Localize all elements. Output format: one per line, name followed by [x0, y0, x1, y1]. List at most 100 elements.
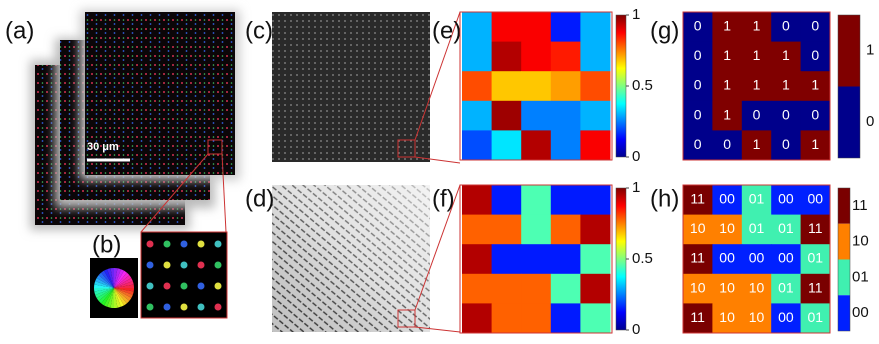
dot-grid [146, 240, 222, 311]
colorbar-label: 0.5 [632, 250, 653, 267]
map-cell-label: 01 [749, 220, 765, 236]
heatmap-cell [491, 214, 522, 245]
heatmap-cell [521, 100, 552, 131]
map-cell-label: 01 [778, 279, 794, 295]
colorbar [615, 14, 627, 158]
image-c [272, 12, 430, 162]
map-cell-label: 10 [749, 309, 765, 325]
heatmap-cell [462, 273, 493, 304]
heatmap-cell [550, 185, 581, 216]
heatmap-cell [550, 100, 581, 131]
map-cell [771, 41, 802, 72]
zoom-lines [414, 11, 461, 333]
map-cell-label: 11 [690, 309, 705, 325]
wheel-wedge [107, 268, 114, 288]
heatmap-cell [491, 130, 522, 161]
map-cell-label: 10 [719, 309, 735, 325]
map-cell [800, 214, 831, 245]
wheel-wedge [114, 268, 118, 288]
map-cell-label: 00 [778, 309, 794, 325]
map-border [682, 11, 831, 161]
map-cell-label: 00 [749, 250, 765, 266]
map-cell-label: 0 [811, 47, 819, 63]
heatmap-cell [462, 244, 493, 275]
heatmap-cell [521, 71, 552, 102]
colorbar-label: 0.5 [632, 77, 653, 94]
map-cell [741, 41, 772, 72]
wheel-wedge [114, 288, 118, 308]
dot [197, 261, 205, 269]
heatmap-cell [550, 303, 581, 334]
wheel-wedge [114, 269, 124, 288]
wheel-wedge [110, 288, 114, 308]
heatmap-cell [580, 185, 611, 216]
heatmap-cell [491, 71, 522, 102]
map-cell [741, 130, 772, 161]
map-cell [800, 273, 831, 304]
legend-swatch [838, 15, 860, 87]
heatmap-cell [491, 12, 522, 43]
map-cell [771, 244, 802, 275]
dot [180, 303, 188, 311]
map-cell-label: 1 [753, 136, 761, 152]
map-cell-label: 0 [782, 136, 790, 152]
wheel-wedge [104, 269, 114, 288]
dot [197, 240, 205, 248]
wheel-wedge [95, 288, 114, 298]
map-cell-label: 11 [690, 191, 705, 207]
colorbar-label: 0 [632, 148, 640, 165]
heatmap-cell [462, 71, 493, 102]
map-cell [800, 100, 831, 131]
map-cell [741, 100, 772, 131]
map-cell-label: 01 [778, 220, 794, 236]
zoom-box [397, 139, 416, 158]
wheel-wedge [114, 288, 133, 298]
map-cell-label: 0 [694, 106, 702, 122]
map-border [682, 184, 831, 334]
heatmap-cell [580, 303, 611, 334]
wheel-wedge [110, 268, 114, 288]
wheel-wedge [114, 288, 121, 308]
heatmap-cell [462, 12, 493, 43]
map-cell [771, 100, 802, 131]
map-cell-label: 10 [690, 279, 706, 295]
panel-label: (f) [432, 185, 455, 212]
map-cell [800, 71, 831, 102]
map-cell [712, 244, 743, 275]
panel-label: (a) [5, 17, 34, 44]
heatmap-cell [580, 273, 611, 304]
dot [146, 303, 154, 311]
wheel-wedge [114, 281, 134, 288]
colorbar-label: 0 [632, 321, 640, 338]
dot [214, 303, 222, 311]
wheel-wedge [114, 288, 134, 292]
color-wheel [94, 268, 134, 308]
map-cell [771, 71, 802, 102]
map-cell-label: 00 [719, 250, 735, 266]
map-cell-label: 1 [723, 77, 731, 93]
zoom-box [397, 309, 416, 328]
map-cell [741, 214, 772, 245]
heatmap-cell [550, 214, 581, 245]
map-cell-label: 01 [808, 250, 824, 266]
legend-swatch [838, 223, 850, 260]
map-cell-label: 0 [694, 136, 702, 152]
panel-label: (g) [650, 17, 679, 44]
map-cell-label: 00 [778, 250, 794, 266]
heatmap-border [459, 184, 613, 334]
wheel-wedge [114, 288, 134, 295]
map-cell [741, 244, 772, 275]
map-cell-label: 0 [753, 106, 761, 122]
wheel-wedge [107, 288, 114, 308]
map-cell [712, 130, 743, 161]
map-cell [741, 185, 772, 216]
legend-label: 01 [852, 268, 869, 285]
heatmap-cell [550, 273, 581, 304]
wheel-wedge [114, 272, 130, 288]
dot [163, 303, 171, 311]
legend-swatch [838, 86, 860, 158]
dot [180, 240, 188, 248]
map-cell [800, 185, 831, 216]
heatmap-cell [462, 303, 493, 334]
map-cell-label: 0 [782, 18, 790, 34]
